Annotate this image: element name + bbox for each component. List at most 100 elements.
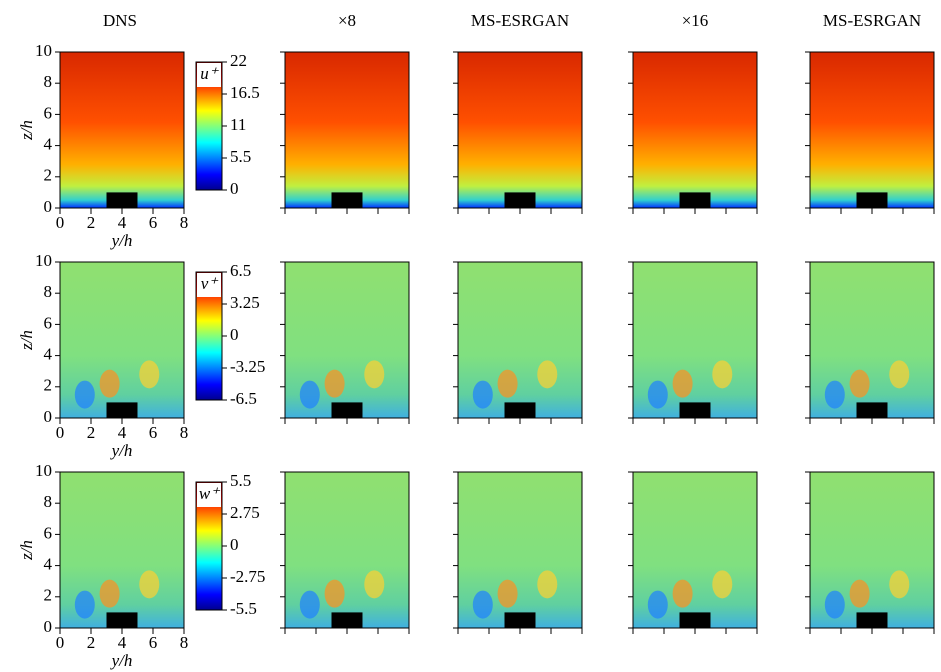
field-feature (537, 360, 558, 389)
obstacle (331, 192, 363, 208)
field-map (810, 52, 934, 208)
obstacle (856, 612, 888, 628)
x-tick-label: 6 (149, 423, 158, 442)
field-feature (299, 590, 320, 619)
y-tick-label: 0 (44, 197, 53, 216)
obstacle (106, 402, 138, 418)
field-feature (324, 369, 345, 398)
field-feature (324, 579, 345, 608)
field-feature (824, 590, 845, 619)
colorbar-tick-label: -2.75 (230, 567, 265, 586)
x-axis-label: y/h (110, 441, 133, 460)
field-feature (647, 590, 668, 619)
colorbar-tick-label: 5.5 (230, 147, 251, 166)
x-tick-label: 6 (149, 633, 158, 652)
field-map (458, 52, 582, 208)
field-feature (672, 579, 693, 608)
field-feature (139, 570, 160, 599)
y-tick-label: 2 (44, 376, 53, 395)
y-tick-label: 4 (44, 135, 53, 154)
field-feature (672, 369, 693, 398)
field-feature (712, 570, 733, 599)
obstacle (331, 612, 363, 628)
colorbar-tick-label: 22 (230, 51, 247, 70)
colorbar-tick-label: 16.5 (230, 83, 260, 102)
obstacle (106, 612, 138, 628)
field-feature (497, 579, 518, 608)
column-title: ×16 (682, 11, 709, 30)
field-feature (712, 360, 733, 389)
y-tick-label: 4 (44, 345, 53, 364)
x-tick-label: 8 (180, 213, 189, 232)
y-axis-label: z/h (17, 540, 36, 561)
x-tick-label: 0 (56, 213, 65, 232)
y-tick-label: 8 (44, 72, 53, 91)
x-tick-label: 8 (180, 633, 189, 652)
field-feature (647, 380, 668, 409)
field-feature (472, 380, 493, 409)
column-title: MS-ESRGAN (823, 11, 921, 30)
y-tick-label: 6 (44, 313, 53, 332)
field-map (285, 52, 409, 208)
x-tick-label: 4 (118, 423, 127, 442)
field-feature (74, 380, 95, 409)
y-tick-label: 2 (44, 586, 53, 605)
y-tick-label: 8 (44, 282, 53, 301)
colorbar-tick-label: 2.75 (230, 503, 260, 522)
x-axis-label: y/h (110, 231, 133, 250)
obstacle (679, 192, 711, 208)
x-tick-label: 4 (118, 633, 127, 652)
x-tick-label: 0 (56, 633, 65, 652)
column-title: MS-ESRGAN (471, 11, 569, 30)
field-feature (472, 590, 493, 619)
x-tick-label: 2 (87, 423, 96, 442)
field-feature (889, 360, 910, 389)
column-title: ×8 (338, 11, 356, 30)
colorbar-tick-label: 0 (230, 325, 239, 344)
field-feature (139, 360, 160, 389)
y-tick-label: 4 (44, 555, 53, 574)
y-tick-label: 0 (44, 407, 53, 426)
colorbar-tick-label: 3.25 (230, 293, 260, 312)
field-feature (74, 590, 95, 619)
colorbar-tick-label: 11 (230, 115, 246, 134)
colorbar-tick-label: 0 (230, 535, 239, 554)
x-axis-label: y/h (110, 651, 133, 670)
x-tick-label: 2 (87, 633, 96, 652)
obstacle (679, 402, 711, 418)
obstacle (504, 402, 536, 418)
obstacle (856, 192, 888, 208)
colorbar-label: u⁺ (200, 64, 220, 83)
obstacle (331, 402, 363, 418)
x-tick-label: 4 (118, 213, 127, 232)
field-feature (99, 579, 120, 608)
y-tick-label: 2 (44, 166, 53, 185)
y-tick-label: 6 (44, 523, 53, 542)
colorbar-tick-label: 6.5 (230, 261, 251, 280)
field-map (633, 52, 757, 208)
field-feature (364, 570, 385, 599)
field-feature (824, 380, 845, 409)
field-feature (849, 369, 870, 398)
colorbar-tick-label: -6.5 (230, 389, 257, 408)
field-feature (299, 380, 320, 409)
colorbar-tick-label: -5.5 (230, 599, 257, 618)
colorbar-tick-label: -3.25 (230, 357, 265, 376)
y-tick-label: 10 (35, 41, 52, 60)
field-map (60, 52, 184, 208)
x-tick-label: 8 (180, 423, 189, 442)
y-axis-label: z/h (17, 120, 36, 141)
field-feature (889, 570, 910, 599)
colorbar-label-box (197, 273, 221, 297)
field-feature (364, 360, 385, 389)
obstacle (679, 612, 711, 628)
y-tick-label: 10 (35, 461, 52, 480)
obstacle (856, 402, 888, 418)
field-feature (849, 579, 870, 608)
y-tick-label: 8 (44, 492, 53, 511)
x-tick-label: 6 (149, 213, 158, 232)
field-feature (497, 369, 518, 398)
